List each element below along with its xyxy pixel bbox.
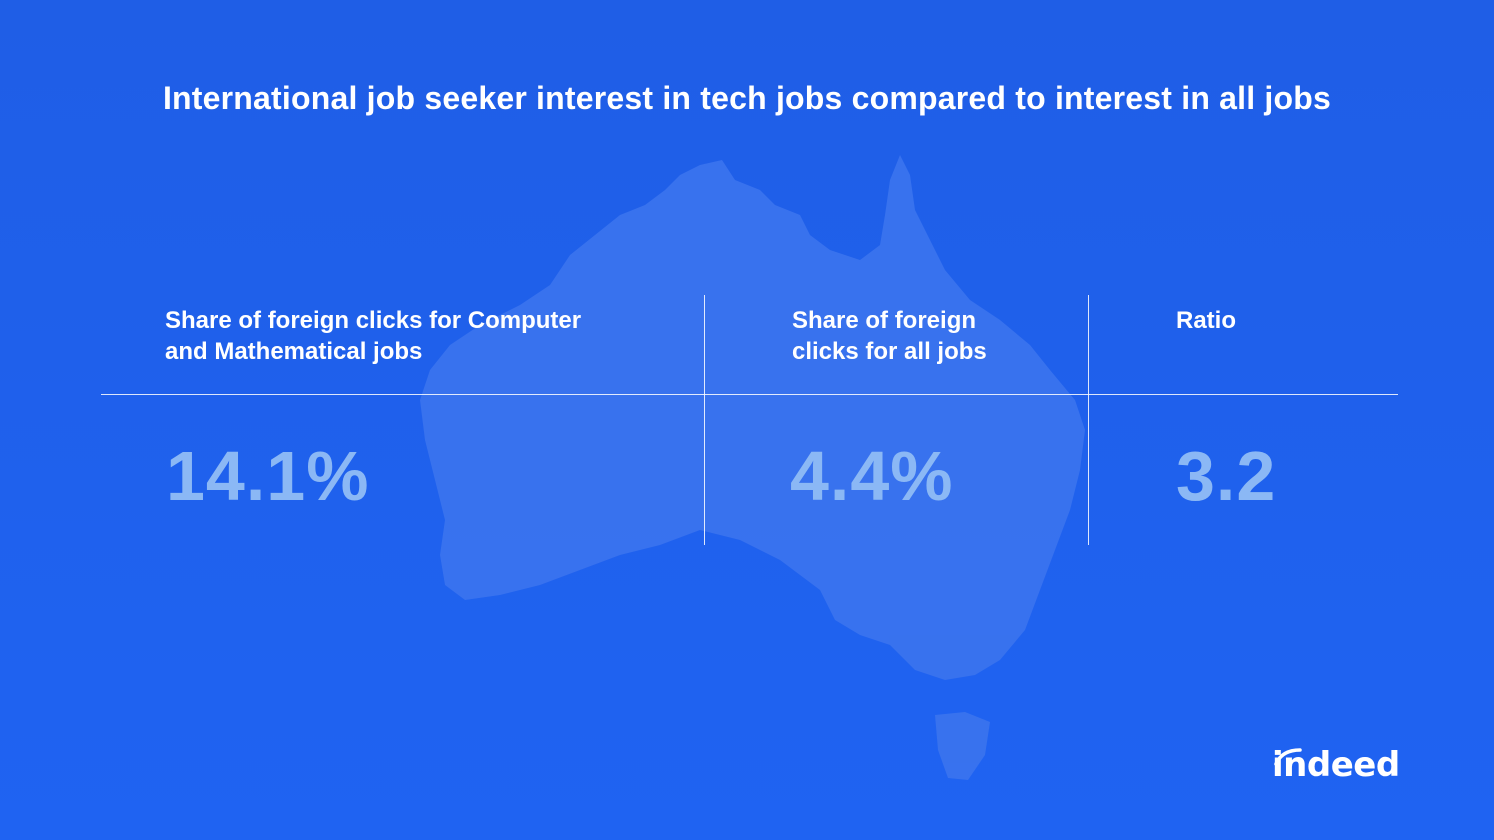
value-computer-math: 14.1% <box>166 437 370 515</box>
indeed-logo: indeed <box>1272 745 1400 785</box>
value-ratio: 3.2 <box>1176 437 1277 515</box>
column-header-computer-math: Share of foreign clicks for Computer and… <box>165 307 582 365</box>
header-divider <box>101 394 1398 395</box>
column-header-all-jobs: Share of foreign clicks for all jobs <box>792 307 987 365</box>
column-header-ratio: Ratio <box>1176 307 1236 334</box>
value-all-jobs: 4.4% <box>790 437 954 515</box>
indeed-logo-arc-icon <box>1274 748 1302 766</box>
column-divider <box>1088 295 1089 545</box>
chart-title: International job seeker interest in tec… <box>162 80 1332 116</box>
column-divider <box>704 295 705 545</box>
